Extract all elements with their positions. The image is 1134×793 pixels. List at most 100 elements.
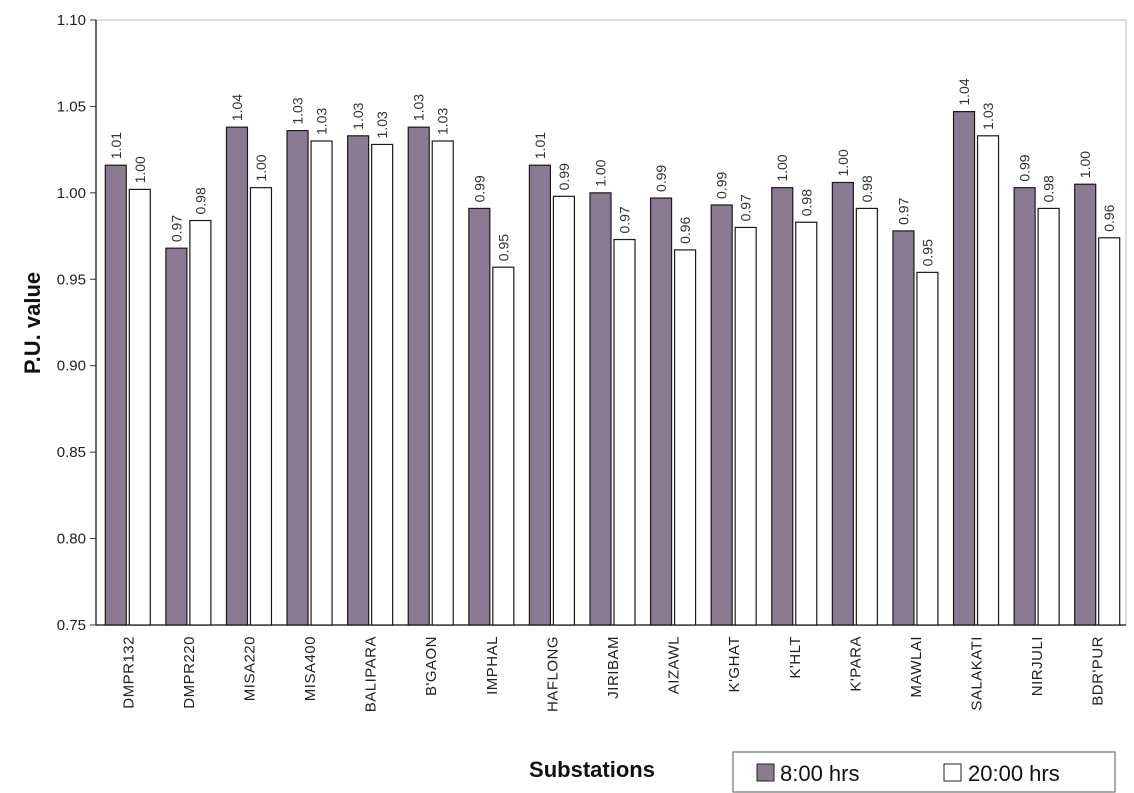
y-tick-label: 0.85 — [57, 444, 86, 461]
y-tick-label: 0.80 — [57, 531, 86, 548]
bar-8am — [1074, 183, 1097, 626]
x-category-label: AIZAWL — [666, 636, 683, 694]
bar-8pm — [916, 271, 939, 626]
bar-8pm — [492, 266, 515, 626]
legend-swatch-8pm — [943, 763, 962, 782]
x-category-label: BALIPARA — [363, 636, 380, 712]
data-label-8pm: 1.00 — [253, 154, 269, 181]
y-tick-label: 1.10 — [57, 12, 86, 29]
bar-8pm — [1037, 207, 1060, 626]
data-label-8am: 0.99 — [471, 175, 487, 202]
bar-8am — [165, 247, 188, 626]
data-label-8pm: 0.95 — [495, 234, 511, 261]
bar-8pm — [734, 226, 757, 626]
bar-8pm — [1098, 237, 1121, 626]
y-tick-label: 0.95 — [57, 271, 86, 288]
bar-8am — [892, 230, 915, 626]
bar-8am — [407, 126, 430, 626]
data-label-8pm: 1.03 — [374, 111, 390, 138]
x-category-label: IMPHAL — [484, 636, 501, 695]
bar-8am — [528, 164, 552, 626]
bar-8pm — [795, 221, 818, 626]
data-label-8am: 1.03 — [411, 94, 427, 121]
data-label-8am: 1.01 — [532, 132, 548, 159]
x-category-label: K'PARA — [847, 636, 864, 692]
data-label-8am: 0.99 — [1017, 154, 1033, 181]
data-label-8am: 1.01 — [108, 132, 124, 159]
bar-8am — [831, 181, 854, 626]
bar-8pm — [855, 207, 878, 626]
bar-8am — [771, 187, 794, 626]
data-label-8am: 1.04 — [229, 94, 245, 121]
bar-8am — [589, 192, 612, 626]
x-category-label: SALAKATI — [969, 636, 986, 711]
y-tick-label: 0.90 — [57, 358, 86, 375]
x-category-label: MISA220 — [241, 636, 258, 701]
x-category-label: DMPR132 — [120, 636, 137, 709]
bar-8pm — [552, 195, 576, 626]
bar-8pm — [613, 238, 636, 626]
bar-8pm — [189, 219, 212, 626]
data-labels: 1.01 0.97 1.04 1.03 1.03 1.03 0.99 1.01 1.00 0.99… — [108, 78, 1117, 266]
bar-8am — [468, 207, 491, 626]
data-label-8pm: 0.98 — [1041, 175, 1057, 202]
y-ticks: 0.75 0.80 0.85 0.90 0.95 1.00 1.05 1.10 — [57, 12, 96, 634]
bar-8pm — [976, 135, 1000, 626]
bar-8am — [225, 126, 249, 626]
bar-8am — [710, 204, 733, 626]
data-label-8am: 0.97 — [895, 197, 911, 224]
data-label-8pm: 0.98 — [859, 175, 875, 202]
x-category-label: K'GHAT — [726, 636, 743, 692]
data-label-8am: 1.03 — [290, 97, 306, 124]
bar-8am — [1013, 187, 1036, 626]
data-label-8pm: 1.03 — [314, 108, 330, 135]
x-category-label: MISA400 — [302, 636, 319, 701]
bar-8pm — [128, 188, 151, 626]
bar-8pm — [371, 143, 394, 626]
bar-8am — [286, 130, 309, 626]
bar-8pm — [249, 187, 273, 626]
x-category-label: MAWLAI — [908, 636, 925, 698]
data-label-8am: 1.00 — [1077, 151, 1093, 178]
data-label-8pm: 0.99 — [556, 163, 572, 190]
data-label-8pm: 0.95 — [919, 239, 935, 266]
legend-label-8am: 8:00 hrs — [780, 761, 860, 786]
bar-8pm — [673, 249, 697, 626]
bar-8pm — [310, 140, 333, 626]
bar-8am — [104, 164, 127, 626]
y-tick-label: 0.75 — [57, 617, 86, 634]
legend-box — [732, 751, 1116, 793]
legend: 8:00 hrs 20:00 hrs — [732, 751, 1116, 793]
bar-8pm — [431, 140, 454, 626]
bar-8am — [952, 111, 976, 626]
data-label-8am: 0.99 — [653, 165, 669, 192]
data-label-8pm: 0.96 — [677, 216, 693, 243]
data-label-8pm: 1.03 — [435, 108, 451, 135]
bars — [104, 111, 1121, 626]
data-label-8pm: 0.97 — [738, 194, 754, 221]
data-label-8pm: 0.98 — [798, 189, 814, 216]
data-label-8pm: 1.00 — [132, 156, 148, 183]
data-label-8pm: 0.96 — [1101, 204, 1117, 231]
data-label-8am: 1.00 — [835, 149, 851, 176]
x-category-label: DMPR220 — [181, 636, 198, 709]
x-category-label: NIRJULI — [1029, 636, 1046, 696]
x-category-label: HAFLONG — [544, 636, 561, 712]
data-label-8am: 0.99 — [714, 171, 730, 198]
data-label-8pm: 0.98 — [192, 187, 208, 214]
bar-8am — [347, 135, 370, 626]
data-label-8pm: 1.03 — [980, 102, 996, 129]
data-label-8am: 1.00 — [774, 154, 790, 181]
x-category-label: K'HLT — [787, 636, 804, 679]
x-tick-labels: DMPR132 DMPR220 MISA220 MISA400 BALIPARA B'GA… — [120, 636, 1106, 712]
bar-8am — [649, 197, 673, 626]
data-label-8am: 0.97 — [168, 215, 184, 242]
data-label-8am: 1.04 — [956, 78, 972, 105]
x-category-label: B'GAON — [423, 636, 440, 696]
legend-swatch-8am — [756, 763, 775, 782]
y-axis-title: P.U. value — [20, 272, 45, 374]
data-label-8pm: 0.97 — [617, 206, 633, 233]
x-category-label: JIRIBAM — [605, 636, 622, 699]
